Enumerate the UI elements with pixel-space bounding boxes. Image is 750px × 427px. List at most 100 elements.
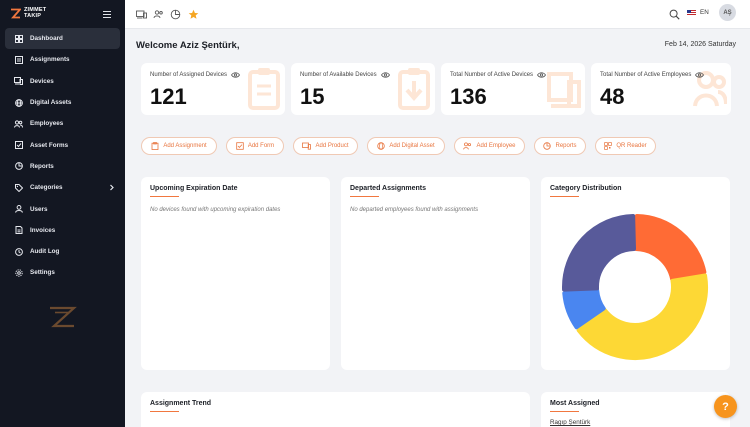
sidebar-nav: Dashboard Assignments Devices Digital As… [5, 28, 120, 284]
language-label: EN [700, 9, 709, 16]
departed-assignments-panel: Departed Assignments No departed employe… [341, 177, 530, 370]
top-bar: EN AŞ [125, 0, 750, 29]
audit-log-icon [14, 247, 23, 256]
empty-state-message: No departed employees found with assignm… [350, 207, 479, 213]
language-switcher[interactable]: EN [687, 9, 709, 16]
avatar[interactable]: AŞ [719, 4, 736, 21]
sidebar-item-audit-log[interactable]: Audit Log [5, 241, 120, 262]
stat-label: Number of Assigned Devices [150, 72, 228, 78]
sidebar-item-devices[interactable]: Devices [5, 71, 120, 92]
categories-icon [14, 183, 23, 192]
search-icon[interactable] [669, 9, 680, 20]
qr-reader-button[interactable]: QR Reader [595, 137, 656, 155]
stat-label: Total Number of Active Employees [600, 72, 692, 78]
title-underline [550, 196, 579, 198]
donut-slice-3[interactable] [562, 214, 637, 292]
title-underline [150, 196, 179, 198]
help-button[interactable]: ? [714, 395, 737, 418]
logo-line2: TAKIP [24, 13, 42, 19]
dashboard-icon [14, 34, 23, 43]
device-monitor-icon [547, 72, 581, 108]
stat-value: 136 [450, 84, 487, 109]
sidebar-item-categories[interactable]: Categories [5, 177, 120, 198]
sidebar-item-label: Dashboard [30, 35, 63, 43]
donut-slice-1[interactable] [576, 273, 708, 360]
most-assigned-panel: Most Assigned Ragıp Şentürk [541, 392, 730, 427]
form-check-icon [236, 142, 244, 150]
eye-icon[interactable] [380, 72, 390, 78]
sidebar-item-assignments[interactable]: Assignments [5, 49, 120, 70]
invoices-icon [14, 226, 23, 235]
title-underline [350, 196, 379, 198]
menu-toggle-icon[interactable] [103, 11, 111, 18]
clipboard-icon [151, 142, 159, 150]
us-flag-icon [687, 9, 696, 16]
panel-title: Assignment Trend [150, 400, 212, 407]
button-label: Add Employee [476, 143, 516, 149]
sidebar-item-settings[interactable]: Settings [5, 262, 120, 283]
reports-button[interactable]: Reports [534, 137, 586, 155]
add-product-button[interactable]: Add Product [293, 137, 358, 155]
sidebar-logo-mark-icon [50, 306, 77, 328]
download-box-icon [398, 68, 430, 110]
globe-icon [377, 142, 386, 150]
digital-assets-icon [14, 98, 23, 107]
clipboard-icon [248, 68, 280, 110]
sidebar-item-invoices[interactable]: Invoices [5, 220, 120, 241]
sidebar-item-label: Digital Assets [30, 99, 72, 107]
sidebar-item-employees[interactable]: Employees [5, 113, 120, 134]
button-label: Add Product [315, 143, 349, 149]
eye-icon[interactable] [537, 72, 547, 78]
favorites-star-icon[interactable] [188, 9, 199, 20]
stat-value: 48 [600, 84, 625, 109]
stat-value: 121 [150, 84, 187, 109]
panel-title: Departed Assignments [350, 185, 426, 192]
sidebar-item-reports[interactable]: Reports [5, 156, 120, 177]
donut-slice-0[interactable] [633, 214, 707, 281]
sidebar-item-label: Categories [30, 184, 63, 192]
eye-icon[interactable] [695, 72, 705, 78]
users-icon [14, 205, 23, 214]
stat-card-available-devices[interactable]: Number of Available Devices 15 [291, 63, 435, 115]
employees-shortcut-icon[interactable] [153, 9, 164, 20]
sidebar-item-dashboard[interactable]: Dashboard [5, 28, 120, 50]
employees-group-icon [693, 71, 727, 107]
title-underline [150, 411, 179, 413]
add-employee-button[interactable]: Add Employee [454, 137, 525, 155]
welcome-title: Welcome Aziz Şentürk, [136, 40, 240, 51]
category-donut-chart[interactable] [541, 177, 730, 370]
sidebar-item-label: Asset Forms [30, 141, 69, 149]
employees-icon [14, 119, 23, 128]
add-form-button[interactable]: Add Form [226, 137, 284, 155]
pie-chart-icon [543, 142, 552, 150]
add-assignment-button[interactable]: Add Assignment [141, 137, 217, 155]
sidebar-item-label: Settings [30, 269, 55, 277]
stat-card-assigned-devices[interactable]: Number of Assigned Devices 121 [141, 63, 285, 115]
app-logo[interactable]: ZIMMET TAKIP [10, 7, 46, 19]
panel-title: Upcoming Expiration Date [150, 185, 238, 192]
donut-slice-2[interactable] [562, 288, 606, 330]
sidebar-item-asset-forms[interactable]: Asset Forms [5, 134, 120, 155]
devices-icon [14, 77, 23, 86]
button-label: Add Assignment [163, 143, 207, 149]
chevron-right-icon[interactable] [108, 184, 115, 191]
button-label: Add Digital Asset [389, 143, 435, 149]
panel-title: Most Assigned [550, 400, 600, 407]
sidebar-item-users[interactable]: Users [5, 198, 120, 219]
eye-icon[interactable] [231, 72, 241, 78]
sidebar-item-label: Reports [30, 162, 54, 170]
assignments-icon [14, 55, 23, 64]
most-assigned-employee-link[interactable]: Ragıp Şentürk [550, 419, 591, 426]
stat-card-active-devices[interactable]: Total Number of Active Devices 136 [441, 63, 585, 115]
category-distribution-panel: Category Distribution [541, 177, 730, 370]
logo-mark-icon [11, 8, 21, 18]
devices-shortcut-icon[interactable] [136, 9, 147, 20]
sidebar-item-label: Audit Log [30, 248, 60, 256]
sidebar-item-digital-assets[interactable]: Digital Assets [5, 92, 120, 113]
add-digital-asset-button[interactable]: Add Digital Asset [367, 137, 445, 155]
button-label: QR Reader [616, 143, 647, 149]
reports-shortcut-icon[interactable] [170, 9, 181, 20]
sidebar-item-label: Users [30, 205, 48, 213]
stat-card-active-employees[interactable]: Total Number of Active Employees 48 [591, 63, 731, 115]
reports-icon [14, 162, 23, 171]
